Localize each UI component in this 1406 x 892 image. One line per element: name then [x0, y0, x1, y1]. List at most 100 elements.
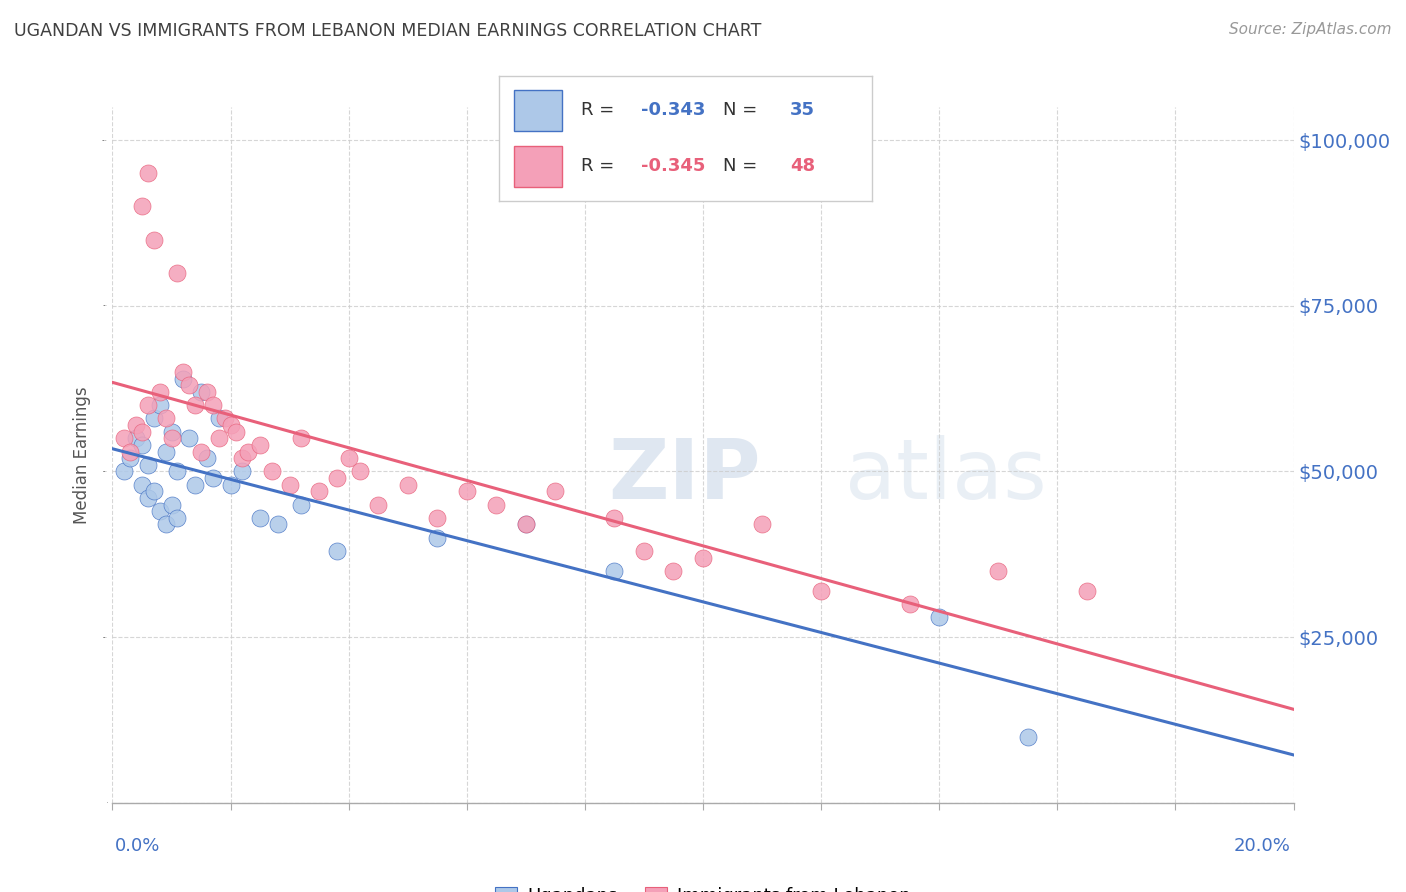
Point [131, 477, 153, 491]
Point [160, 431, 183, 445]
Point [155, 444, 177, 458]
Text: -0.345: -0.345 [641, 157, 704, 175]
Text: Source: ZipAtlas.com: Source: ZipAtlas.com [1229, 22, 1392, 37]
Point [426, 511, 449, 525]
Point [195, 451, 218, 466]
Point [349, 465, 371, 479]
Point [201, 398, 224, 412]
Point [166, 266, 188, 280]
Point [231, 451, 253, 466]
Point [603, 511, 626, 525]
Point [120, 444, 142, 458]
Point [149, 398, 172, 412]
Point [267, 517, 290, 532]
Point [160, 498, 183, 512]
Point [249, 438, 271, 452]
Point [751, 517, 773, 532]
Text: N =: N = [723, 101, 762, 119]
Point [238, 444, 260, 458]
Text: UGANDAN VS IMMIGRANTS FROM LEBANON MEDIAN EARNINGS CORRELATION CHART: UGANDAN VS IMMIGRANTS FROM LEBANON MEDIA… [14, 22, 762, 40]
Point [219, 418, 242, 433]
Point [1076, 583, 1098, 598]
Point [201, 471, 224, 485]
Point [456, 484, 478, 499]
Point [142, 484, 165, 499]
Text: 48: 48 [790, 157, 815, 175]
Point [179, 378, 201, 392]
Point [260, 465, 283, 479]
Text: N =: N = [723, 157, 762, 175]
Point [179, 431, 201, 445]
Point [337, 451, 360, 466]
Point [278, 477, 301, 491]
Point [692, 550, 714, 565]
Point [214, 411, 236, 425]
Point [633, 544, 655, 558]
Point [367, 498, 389, 512]
Y-axis label: Median Earnings: Median Earnings [73, 386, 91, 524]
Point [190, 384, 212, 399]
Point [485, 498, 508, 512]
Point [136, 491, 159, 505]
Point [326, 471, 349, 485]
Text: 35: 35 [790, 101, 814, 119]
Point [136, 166, 159, 180]
Point [172, 372, 194, 386]
Point [290, 431, 312, 445]
Point [125, 431, 148, 445]
Point [987, 564, 1010, 578]
Text: 20.0%: 20.0% [1234, 837, 1291, 855]
Point [1017, 730, 1039, 744]
Point [131, 438, 153, 452]
FancyBboxPatch shape [515, 89, 562, 131]
Point [166, 465, 188, 479]
Point [662, 564, 685, 578]
Point [155, 411, 177, 425]
Point [149, 504, 172, 518]
Point [136, 458, 159, 472]
Text: atlas: atlas [845, 435, 1046, 516]
Point [810, 583, 832, 598]
Point [249, 511, 271, 525]
Point [125, 418, 148, 433]
Legend: Ugandans, Immigrants from Lebanon: Ugandans, Immigrants from Lebanon [495, 887, 911, 892]
Point [326, 544, 349, 558]
Point [131, 425, 153, 439]
Point [219, 477, 242, 491]
Point [120, 451, 142, 466]
Point [290, 498, 312, 512]
Point [225, 425, 247, 439]
Point [515, 517, 537, 532]
Point [155, 517, 177, 532]
Point [928, 610, 950, 624]
Point [898, 597, 921, 611]
Point [308, 484, 330, 499]
Point [544, 484, 567, 499]
Point [112, 431, 135, 445]
Text: R =: R = [581, 157, 620, 175]
Point [136, 398, 159, 412]
Point [142, 233, 165, 247]
Point [160, 425, 183, 439]
Point [172, 365, 194, 379]
Point [195, 384, 218, 399]
Point [184, 398, 207, 412]
Point [208, 411, 231, 425]
Point [142, 411, 165, 425]
Text: ZIP: ZIP [609, 435, 761, 516]
Point [396, 477, 419, 491]
Text: -0.343: -0.343 [641, 101, 704, 119]
Point [131, 199, 153, 213]
Point [166, 511, 188, 525]
Point [515, 517, 537, 532]
Point [208, 431, 231, 445]
Point [231, 465, 253, 479]
Point [190, 444, 212, 458]
FancyBboxPatch shape [515, 145, 562, 187]
Text: 0.0%: 0.0% [115, 837, 160, 855]
Point [184, 477, 207, 491]
Point [149, 384, 172, 399]
Point [603, 564, 626, 578]
Point [426, 531, 449, 545]
Text: R =: R = [581, 101, 620, 119]
